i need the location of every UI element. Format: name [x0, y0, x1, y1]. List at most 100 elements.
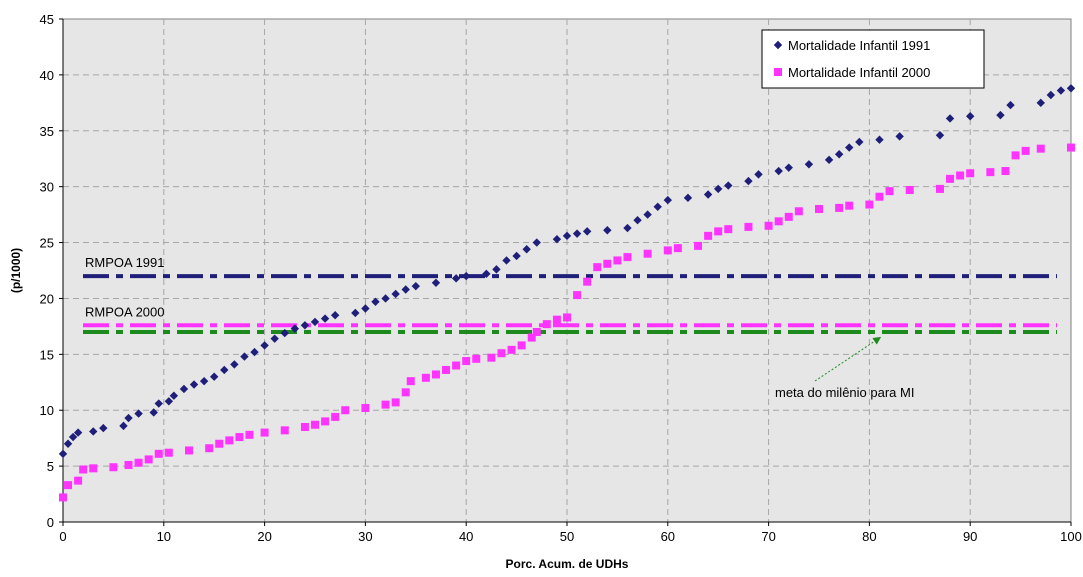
data-point: [885, 187, 894, 196]
data-point: [1056, 86, 1066, 95]
data-point: [220, 365, 229, 375]
y-axis-ticks: 0 5 10 15 20 25 30 35 40 45: [40, 12, 63, 530]
data-point: [109, 463, 118, 472]
y-tick-label: 15: [40, 347, 54, 362]
data-point: [1001, 167, 1010, 176]
data-point: [784, 212, 793, 221]
data-point: [240, 352, 249, 361]
data-point: [956, 171, 965, 180]
series-layer: [58, 84, 1076, 502]
data-point: [623, 253, 632, 262]
data-point: [683, 193, 693, 203]
data-point: [694, 241, 703, 250]
legend-box: [761, 29, 985, 89]
data-point: [401, 285, 410, 294]
data-point: [210, 372, 219, 381]
data-point: [492, 265, 501, 274]
data-point: [774, 166, 783, 176]
data-point: [99, 423, 108, 433]
data-point: [966, 112, 975, 121]
data-point: [79, 465, 88, 474]
data-point: [532, 238, 541, 247]
legend-label: Mortalidade Infantil 2000: [788, 65, 930, 80]
x-tick-label: 70: [761, 529, 775, 544]
data-point: [330, 311, 340, 320]
annotations: meta do milênio para MI: [775, 336, 914, 400]
data-point: [865, 200, 874, 209]
data-point: [199, 376, 209, 386]
data-point: [643, 210, 652, 219]
data-point: [179, 384, 189, 394]
data-point: [895, 132, 904, 141]
data-point: [703, 190, 713, 199]
data-point: [371, 297, 380, 306]
data-point: [401, 388, 410, 397]
data-point: [1011, 151, 1020, 160]
data-point: [189, 380, 199, 389]
y-tick-label: 45: [40, 12, 54, 27]
x-tick-label: 60: [661, 529, 675, 544]
data-point: [154, 449, 163, 458]
data-point: [391, 289, 400, 299]
data-point: [1006, 100, 1015, 110]
data-point: [552, 315, 561, 324]
reference-line-label: RMPOA 2000: [85, 304, 165, 319]
data-point: [280, 426, 289, 435]
data-point: [905, 186, 914, 195]
data-point: [164, 397, 174, 406]
data-point: [1066, 84, 1076, 93]
data-point: [572, 229, 582, 238]
data-point: [663, 195, 672, 205]
series: [58, 84, 1076, 459]
x-tick-label: 40: [459, 529, 473, 544]
data-point: [603, 226, 612, 235]
data-point: [300, 422, 309, 431]
data-point: [945, 114, 955, 123]
data-point: [164, 448, 173, 457]
data-point: [280, 328, 289, 338]
x-tick-label: 80: [862, 529, 876, 544]
data-point: [986, 168, 995, 177]
data-point: [784, 163, 793, 172]
data-point: [59, 493, 67, 502]
data-point: [1036, 144, 1045, 153]
data-point: [144, 455, 153, 464]
data-point: [215, 439, 224, 448]
data-point: [331, 412, 340, 421]
data-point: [855, 137, 864, 147]
legend-marker: [773, 40, 783, 50]
data-point: [542, 320, 551, 329]
data-point: [1067, 143, 1075, 152]
data-point: [845, 143, 854, 152]
data-point: [462, 271, 471, 281]
reference-line-label: RMPOA 1991: [85, 255, 165, 270]
data-point: [714, 227, 723, 236]
data-point: [744, 176, 753, 186]
data-point: [1021, 146, 1030, 155]
data-point: [452, 361, 461, 370]
legend: Mortalidade Infantil 1991 Mortalidade Inf…: [761, 29, 985, 89]
x-axis-ticks: 0 10 20 30 40 50 60 70 80 90 100: [59, 522, 1082, 544]
data-point: [124, 460, 133, 469]
data-point: [119, 421, 128, 431]
data-point: [451, 274, 461, 283]
data-point: [361, 403, 370, 412]
data-point: [260, 341, 269, 350]
data-point: [381, 400, 390, 409]
data-point: [724, 225, 733, 234]
data-point: [442, 365, 451, 374]
data-point: [64, 481, 73, 490]
data-point: [714, 184, 723, 194]
data-point: [462, 357, 471, 366]
data-point: [744, 222, 753, 231]
data-point: [351, 308, 360, 318]
series: [59, 143, 1075, 502]
data-point: [406, 377, 415, 386]
data-point: [185, 446, 193, 455]
data-point: [68, 432, 78, 442]
data-point: [300, 321, 310, 330]
data-point: [431, 278, 441, 287]
y-tick-label: 40: [40, 68, 54, 83]
annotation-arrow: [814, 336, 882, 382]
